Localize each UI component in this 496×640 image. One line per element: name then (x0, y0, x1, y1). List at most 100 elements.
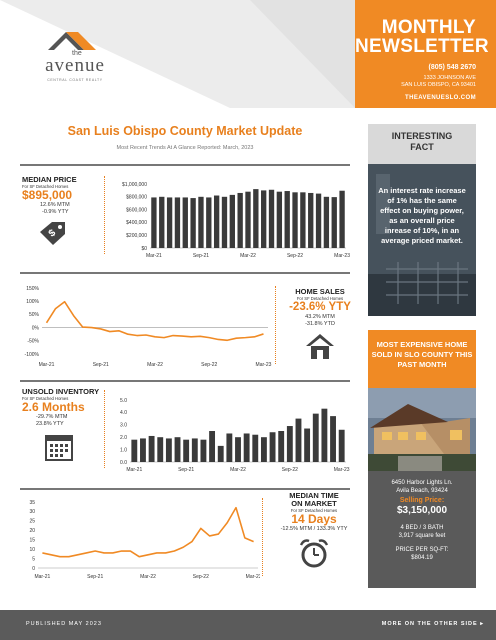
phone: (805) 548 2670 (428, 64, 476, 71)
bar (157, 437, 164, 462)
logo: the avenue CENTRAL COAST REALTY (30, 26, 120, 82)
y-tick-label: 30 (29, 509, 35, 515)
bar (260, 437, 267, 462)
y-tick-label: 50% (29, 312, 40, 318)
home-photo (368, 388, 476, 471)
x-tick-label: Mar-22 (240, 253, 256, 259)
bar (217, 445, 224, 462)
x-tick-label: Sep-22 (282, 467, 298, 473)
unsold-divider (104, 390, 105, 468)
published-date: PUBLISHED MAY 2023 (26, 621, 102, 627)
footer: PUBLISHED MAY 2023 MORE ON THE OTHER SID… (0, 610, 496, 640)
x-tick-label: Mar-21 (34, 574, 50, 580)
home-address-2: Avila Beach, 93424 (396, 488, 448, 494)
bar (252, 434, 259, 462)
y-tick-label: 0% (32, 325, 40, 331)
home-sales-mtm: 43.2% MTM (305, 314, 335, 320)
alarm-clock-icon (299, 539, 329, 568)
median-time-divider (262, 498, 263, 576)
x-tick-label: Mar-21 (126, 467, 142, 473)
newsletter-header: MONTHLY NEWSLETTER (805) 548 2670 1333 J… (355, 0, 496, 108)
bar (159, 196, 165, 248)
logo-roof-icon (48, 32, 96, 50)
bar (269, 432, 276, 462)
home-sales-stat: HOME SALES For SF Detached Homes -23.6% … (280, 288, 360, 362)
bar (206, 197, 212, 248)
median-time-heading-2: ON MARKET (291, 499, 337, 508)
home-sales-ytd: -31.8% YTD (305, 321, 335, 327)
expensive-home-panel: MOST EXPENSIVE HOME SOLD IN SLO COUNTY T… (368, 330, 476, 588)
unsold-yty: 23.8% YTY (36, 421, 64, 427)
median-price-sub: For SF Detached Homes (22, 184, 69, 189)
y-tick-label: 150% (26, 286, 39, 292)
median-price-divider (104, 176, 105, 254)
x-tick-label: Sep-22 (193, 574, 209, 580)
bar (190, 198, 196, 248)
median-time-stat: MEDIAN TIME ON MARKET For SF Detached Ho… (266, 492, 362, 571)
median-time-change: -12.5% MTM / 133.3% YTY (280, 526, 348, 532)
divider (20, 380, 350, 382)
unsold-heading: UNSOLD INVENTORY (22, 387, 100, 396)
y-tick-label: $400,000 (126, 220, 147, 226)
address-2: SAN LUIS OBISPO, CA 93401 (401, 82, 476, 88)
fact-heading-2: FACT (410, 142, 434, 152)
bar (191, 438, 198, 462)
y-tick-label: 5 (32, 556, 35, 562)
y-tick-label: 4.0 (120, 410, 127, 416)
y-tick-label: 5.0 (120, 398, 127, 404)
bar (151, 197, 157, 248)
home-photo-image (368, 388, 476, 471)
bar (182, 197, 188, 248)
y-tick-label: 100% (26, 299, 39, 305)
bar (165, 438, 172, 462)
bar (292, 192, 298, 248)
price-per-sqft-label: PRICE PER SQ-FT: (395, 547, 449, 553)
y-tick-label: 2.0 (120, 435, 127, 441)
median-price-yty: -0.9% YTY (42, 209, 69, 215)
x-tick-label: Sep-21 (193, 253, 209, 259)
y-tick-label: $1,000,000 (122, 182, 147, 188)
x-tick-label: Sep-22 (201, 362, 217, 368)
y-tick-label: $600,000 (126, 207, 147, 213)
more-other-side-link[interactable]: MORE ON THE OTHER SIDE ▸ (381, 621, 484, 627)
series-line (45, 300, 264, 342)
y-tick-label: 3.0 (120, 423, 127, 429)
y-tick-label: $0 (141, 246, 147, 252)
bar (315, 193, 322, 248)
bar (321, 408, 328, 462)
bar (295, 418, 302, 462)
y-tick-label: 10 (29, 547, 35, 553)
bar (300, 192, 306, 248)
y-tick-label: 15 (29, 538, 35, 544)
newsletter-title-1: MONTHLY (381, 17, 476, 38)
x-tick-label: Sep-22 (287, 253, 303, 259)
svg-text:$: $ (47, 227, 59, 239)
x-tick-label: Mar-21 (146, 253, 162, 259)
bar (229, 194, 235, 248)
bar (174, 197, 181, 248)
median-price-mtm: 12.6% MTM (40, 202, 70, 208)
y-tick-label: $800,000 (126, 195, 147, 201)
median-time-heading-1: MEDIAN TIME (289, 491, 339, 500)
website: THEAVENUESLO.COM (405, 95, 476, 101)
median-time-chart: 0 5 10 15 20 25 30 35 Mar-21 Sep-21 Mar-22 Sep-22 Ma… (29, 500, 260, 580)
bar (323, 196, 330, 248)
y-tick-label: -50% (27, 339, 39, 345)
bar (237, 192, 243, 248)
house-icon (306, 334, 334, 359)
bar (174, 437, 181, 462)
logo-the: the (72, 50, 82, 57)
home-sales-heading: HOME SALES (295, 287, 345, 296)
x-tick-label: Sep-21 (87, 574, 103, 580)
median-price-heading: MEDIAN PRICE (22, 175, 77, 184)
calendar-icon (45, 435, 73, 461)
median-price-stat: MEDIAN PRICE For SF Detached Homes $895,… (22, 176, 112, 248)
bar (278, 431, 285, 462)
selling-price-label: Selling Price: (399, 497, 445, 504)
home-sales-divider (275, 286, 276, 364)
bar (140, 438, 146, 462)
fact-text: An interest rate increase of 1% has the … (378, 186, 466, 245)
median-price-chart: $0 $200,000 $400,000 $600,000 $800,000 $1,000… (122, 182, 350, 259)
bar (331, 197, 337, 248)
x-tick-label: Mar-22 (230, 467, 246, 473)
